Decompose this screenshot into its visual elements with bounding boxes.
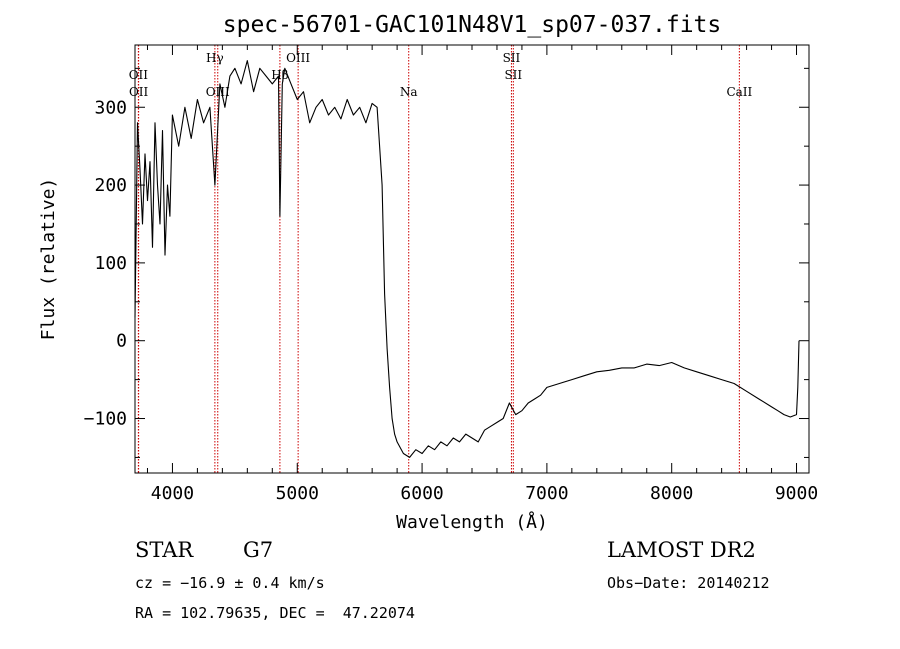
axis-ticks: 4000 5000 6000 7000 8000 9000 −100 0 100 200 300	[84, 45, 818, 504]
line-label: SII	[503, 51, 521, 65]
y-tick-label: 300	[94, 97, 127, 118]
object-class: STAR	[135, 538, 194, 562]
x-axis-label: Wavelength (Å)	[396, 511, 548, 533]
obs-date-text: Obs−Date: 20140212	[607, 574, 770, 592]
y-tick-label: 100	[94, 253, 127, 274]
x-tick-label: 7000	[525, 483, 568, 504]
x-tick-label: 6000	[400, 483, 443, 504]
spectrum-line	[134, 60, 800, 458]
line-label: OII	[129, 68, 149, 82]
y-tick-label: 200	[94, 175, 127, 196]
y-axis-label: Flux (relative)	[38, 178, 59, 341]
survey-name: LAMOST DR2	[607, 538, 756, 562]
x-tick-label: 9000	[775, 483, 818, 504]
chart-title: spec-56701-GAC101N48V1_sp07-037.fits	[223, 12, 722, 38]
marker-lines	[137, 45, 740, 473]
line-label: Hγ	[206, 51, 224, 65]
line-label: CaII	[726, 85, 752, 99]
line-label: OIII	[206, 85, 230, 99]
x-tick-label: 4000	[151, 483, 194, 504]
redshift-text: cz = −16.9 ± 0.4 km/s	[135, 574, 325, 592]
coordinates-text: RA = 102.79635, DEC = 47.22074	[135, 604, 415, 622]
y-tick-label: −100	[84, 409, 127, 430]
object-subclass: G7	[243, 538, 274, 562]
x-tick-label: 5000	[276, 483, 319, 504]
x-tick-label: 8000	[650, 483, 693, 504]
line-labels: OII OII Hγ OIII Hβ OIII Na SII SII CaII	[129, 51, 753, 99]
line-label: SII	[504, 68, 522, 82]
plot-frame	[134, 44, 810, 474]
line-label: Hβ	[271, 68, 288, 82]
y-tick-label: 0	[116, 331, 127, 352]
line-label: OII	[129, 85, 149, 99]
series-group	[134, 60, 800, 458]
line-label: OIII	[286, 51, 310, 65]
line-label: Na	[400, 85, 418, 99]
